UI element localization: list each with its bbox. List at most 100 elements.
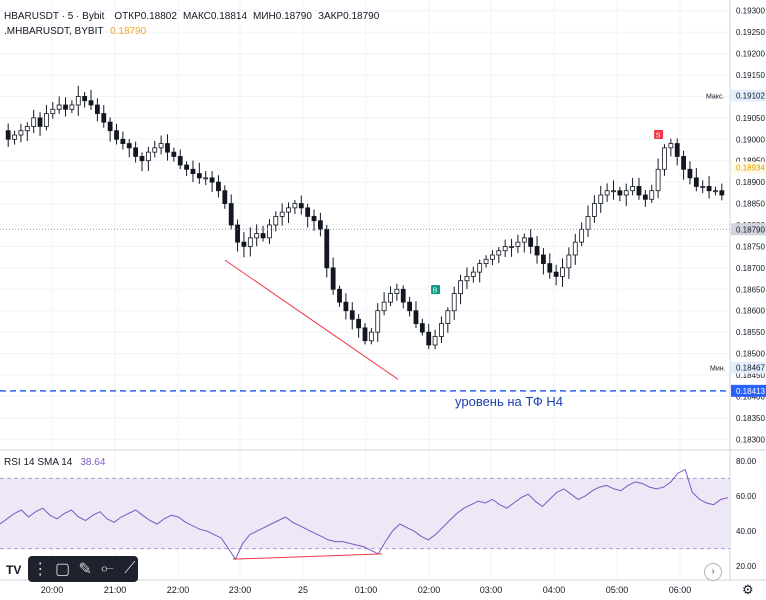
candle-body xyxy=(502,246,508,252)
candle-body xyxy=(349,310,355,320)
candle-body xyxy=(655,168,661,192)
gear-icon[interactable]: ⚙ xyxy=(742,582,754,597)
candle-body xyxy=(681,156,686,170)
rsi-label: RSI 14 SMA 14 xyxy=(4,457,73,468)
candle-body xyxy=(31,117,37,127)
candle-body xyxy=(158,143,164,149)
candle-body xyxy=(515,241,521,247)
candle-body xyxy=(636,186,642,196)
candle-body xyxy=(44,113,49,127)
level-price-label: 0.18413 xyxy=(736,387,765,396)
sell-marker xyxy=(654,130,664,139)
horizontal-ray-icon[interactable]: ⟜ xyxy=(101,560,114,577)
rsi-tick-label: 20.00 xyxy=(736,562,757,571)
candle-body xyxy=(413,310,419,324)
current-price-label: 0.18934 xyxy=(736,164,765,173)
drag-handle-icon[interactable]: ⋮ xyxy=(32,561,49,578)
drawing-toolbar: ⋮ ▢ ✎ ⟜ ⟋ xyxy=(28,556,138,582)
candle-body xyxy=(12,134,17,140)
candle-body xyxy=(477,263,483,273)
ma-value: 0.18790 xyxy=(110,26,147,37)
candle-body xyxy=(228,203,234,226)
y-tick-label: 0.18300 xyxy=(736,435,765,444)
candle-body xyxy=(18,130,24,136)
divergence-line-price xyxy=(224,259,399,380)
candle-body xyxy=(260,233,266,239)
candle-body xyxy=(101,113,107,123)
x-tick-label: 01:00 xyxy=(355,585,378,595)
candle-body xyxy=(662,147,667,170)
candle-body xyxy=(177,156,183,166)
max-label: Макс. xyxy=(706,94,724,101)
y-tick-label: 0.18700 xyxy=(736,264,765,273)
y-tick-label: 0.19200 xyxy=(736,50,765,59)
candle-body xyxy=(107,121,113,132)
y-tick-label: 0.19300 xyxy=(736,7,765,16)
max-price-label: 0.19102 xyxy=(736,92,765,101)
candle-body xyxy=(407,301,413,312)
candle-body xyxy=(82,96,88,102)
candle-body xyxy=(509,246,514,248)
x-tick-label: 04:00 xyxy=(543,585,566,595)
candle-body xyxy=(184,164,189,170)
close-label: ЗАКР xyxy=(317,11,344,22)
y-tick-label: 0.18350 xyxy=(736,414,765,423)
y-tick-label: 0.18500 xyxy=(736,350,765,359)
candle-body xyxy=(470,271,476,277)
candle-body xyxy=(37,117,43,127)
open-value: 0.18802 xyxy=(140,11,177,22)
x-tick-label: 22:00 xyxy=(167,585,190,595)
ma-legend: .MHBARUSDT, BYBIT 0.18790 xyxy=(4,26,146,37)
candle-body xyxy=(343,301,349,312)
candle-body xyxy=(235,224,240,243)
rsi-band xyxy=(0,478,730,549)
sell-marker-label: S xyxy=(656,133,661,140)
divergence-line-rsi xyxy=(232,553,383,560)
x-tick-label: 20:00 xyxy=(41,585,64,595)
candle-body xyxy=(560,267,565,277)
candle-body xyxy=(196,173,202,179)
candle-body xyxy=(63,104,68,110)
candle-body xyxy=(445,310,451,324)
candle-body xyxy=(591,203,597,217)
candle-body xyxy=(604,190,610,196)
candle-body xyxy=(145,151,151,162)
rectangle-icon[interactable]: ▢ xyxy=(55,561,71,578)
candle-body xyxy=(719,190,725,196)
candle-body xyxy=(247,237,253,247)
rsi-tick-label: 80.00 xyxy=(736,457,757,466)
high-value: 0.18814 xyxy=(210,11,248,22)
candle-body xyxy=(419,323,425,333)
ma-price-label: 0.18790 xyxy=(736,225,765,234)
candle-body xyxy=(292,203,298,209)
open-label: ОТКР xyxy=(114,11,141,22)
brush-icon[interactable]: ✎ xyxy=(78,561,92,578)
candle-body xyxy=(24,126,30,132)
candle-body xyxy=(190,168,196,174)
buy-marker-label: B xyxy=(433,288,438,295)
rsi-line xyxy=(0,468,729,561)
candle-body xyxy=(617,190,623,196)
candle-body xyxy=(254,233,260,239)
y-tick-label: 0.19000 xyxy=(736,135,765,144)
candle-body xyxy=(553,271,559,277)
candle-body xyxy=(521,237,527,243)
candle-body xyxy=(368,331,374,342)
candle-body xyxy=(566,254,572,269)
current-price-label-bg xyxy=(731,161,766,174)
candle-body xyxy=(388,293,393,303)
x-tick-label: 05:00 xyxy=(606,585,629,595)
close-value: 0.18790 xyxy=(343,11,380,22)
candle-body xyxy=(171,151,177,157)
candle-body xyxy=(706,186,712,192)
candle-body xyxy=(572,241,578,256)
symbol-label: HBARUSDT · 5 · Bybit xyxy=(4,11,105,22)
rsi-tick-label: 60.00 xyxy=(736,492,757,501)
scroll-to-realtime-icon[interactable]: › xyxy=(704,563,722,581)
trend-line-icon[interactable]: ⟋ xyxy=(124,560,136,577)
candle-body xyxy=(426,331,432,346)
candle-body xyxy=(267,224,272,239)
candle-body xyxy=(286,207,291,213)
x-tick-label: 06:00 xyxy=(669,585,692,595)
